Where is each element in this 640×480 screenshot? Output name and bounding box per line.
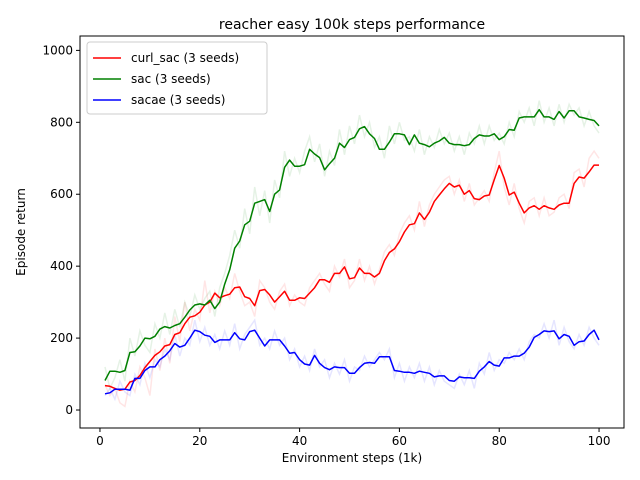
y-tick-label: 400 [50,259,73,273]
legend-box [86,41,268,115]
legend-label-1: sac (3 seeds) [131,72,211,86]
series-line-0 [104,164,599,391]
x-tick-label: 80 [492,434,507,448]
x-axis-label: Environment steps (1k) [282,451,422,465]
x-tick-label: 100 [588,434,611,448]
plot-frame [79,35,625,429]
x-tick-label: 60 [392,434,407,448]
y-tick-label: 1000 [42,43,73,57]
x-tick-label: 0 [96,434,104,448]
chart-title: reacher easy 100k steps performance [219,17,485,33]
series-line-1 [104,108,600,381]
x-tick-label: 20 [192,434,207,448]
y-tick-label: 0 [65,403,73,417]
series-line-2 [104,329,600,395]
y-axis-label: Episode return [14,188,28,276]
x-tick-label: 40 [292,434,307,448]
y-tick-label: 200 [50,331,73,345]
legend: curl_sac (3 seeds) sac (3 seeds) sacae (3 … [86,41,268,115]
legend-label-0: curl_sac (3 seeds) [131,51,239,65]
y-axis: 0 200 400 600 800 1000 [42,43,80,417]
legend-label-2: sacae (3 seeds) [131,93,225,107]
y-tick-label: 800 [50,115,73,129]
x-axis: 0 20 40 60 80 100 [96,428,610,448]
y-tick-label: 600 [50,187,73,201]
plot-area [104,100,600,408]
